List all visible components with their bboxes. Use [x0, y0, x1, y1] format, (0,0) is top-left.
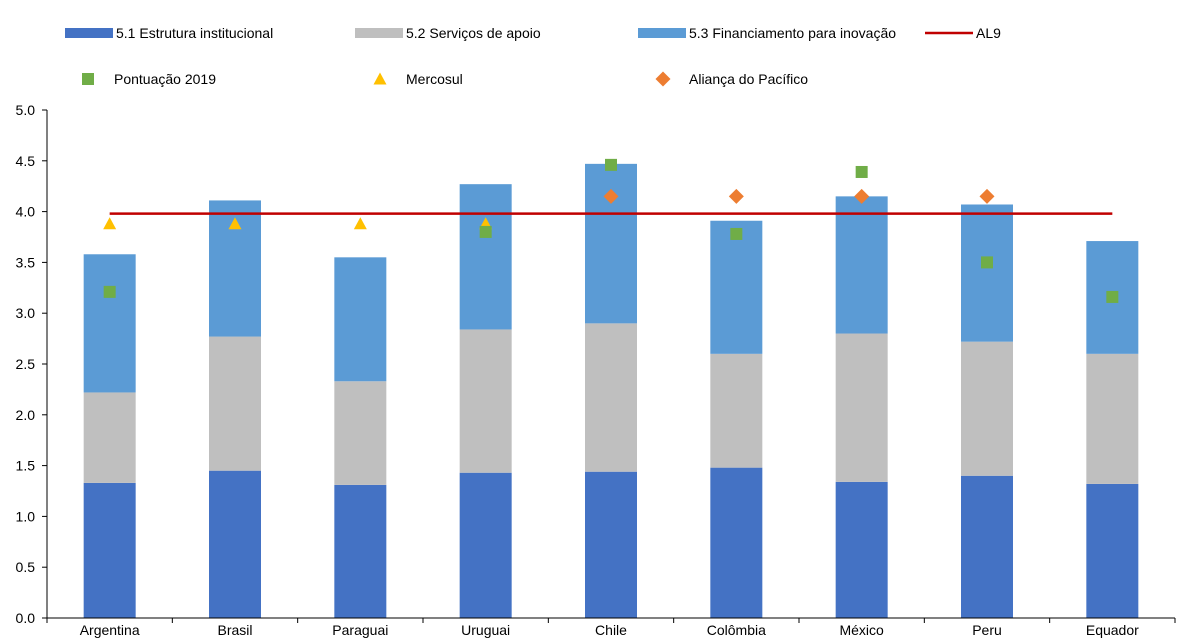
bar-segment-2-3	[459, 329, 512, 473]
diamond-marker-7	[979, 188, 995, 204]
y-tick-label: 4.0	[16, 204, 36, 220]
square-marker-7	[981, 256, 993, 269]
bar-segment-3-0	[83, 254, 136, 393]
square-marker-5	[730, 227, 743, 240]
bar-segment-1-1	[209, 470, 261, 618]
bar-segment-3-2	[334, 257, 387, 382]
bar-segment-1-6	[835, 481, 888, 618]
bar-segment-2-7	[961, 341, 1013, 476]
bar-segment-2-1	[209, 336, 261, 471]
plot-area: 0.0 0.5 1.0 1.5 2.0 2.5 3.0 3.5 4.0 4.5 5.0 Argenti…	[16, 102, 1176, 638]
triangle-marker-0	[103, 217, 117, 230]
diamond-marker-4	[603, 188, 619, 204]
x-tick-label: Brasil	[217, 622, 252, 638]
y-tick-label: 2.0	[16, 407, 36, 423]
y-tick-label: 0.5	[16, 559, 36, 575]
bar-segment-3-5	[710, 220, 763, 354]
triangle-marker-2	[353, 217, 367, 230]
legend-swatch-2	[638, 28, 686, 38]
legend-swatch-0	[65, 28, 113, 38]
diamond-marker-6	[854, 188, 870, 204]
legend-marker-6	[655, 71, 671, 87]
x-tick-label: México	[839, 622, 884, 638]
square-marker-8	[1106, 290, 1119, 303]
legend-marker-5	[373, 72, 387, 85]
y-tick-label: 0.0	[16, 610, 36, 626]
bar-segment-2-2	[334, 381, 387, 485]
bar-segment-2-6	[835, 333, 888, 482]
bar-segment-2-5	[710, 353, 763, 468]
legend: 5.1 Estrutura institucional 5.2 Serviços …	[65, 25, 1001, 87]
y-tick-label: 3.5	[16, 254, 36, 270]
legend-label: 5.3 Financiamento para inovação	[689, 25, 896, 41]
bar-segment-2-0	[83, 392, 136, 483]
diamond-marker-5	[728, 188, 744, 204]
legend-label: Mercosul	[406, 71, 463, 87]
y-tick-label: 5.0	[16, 102, 36, 118]
y-tick-label: 1.0	[16, 508, 36, 524]
y-tick-label: 2.5	[16, 356, 36, 372]
x-tick-label: Paraguai	[332, 622, 388, 638]
bar-segment-1-3	[459, 472, 512, 618]
y-tick-label: 1.5	[16, 458, 36, 474]
legend-label: 5.2 Serviços de apoio	[406, 25, 541, 41]
bar-segment-2-8	[1086, 353, 1139, 484]
legend-swatch-1	[355, 28, 403, 38]
x-tick-label: Colômbia	[707, 622, 766, 638]
triangle-marker-1	[228, 217, 242, 230]
x-tick-label: Equador	[1086, 622, 1139, 638]
bar-segment-1-4	[585, 471, 637, 618]
legend-label: Aliança do Pacífico	[689, 71, 808, 87]
bar-segment-1-7	[961, 475, 1013, 618]
bar-segment-2-4	[585, 323, 637, 472]
bar-segment-3-7	[961, 204, 1013, 342]
legend-label: Pontuação 2019	[114, 71, 216, 87]
bar-segment-3-4	[585, 163, 637, 324]
y-tick-label: 4.5	[16, 153, 36, 169]
bar-segment-3-6	[835, 196, 888, 334]
legend-marker-4	[82, 73, 94, 85]
bar-segment-1-5	[710, 467, 763, 618]
square-marker-0	[103, 285, 116, 298]
x-tick-label: Peru	[972, 622, 1002, 638]
y-tick-label: 3.0	[16, 305, 36, 321]
legend-label: 5.1 Estrutura institucional	[116, 25, 273, 41]
bar-segment-3-3	[459, 184, 512, 330]
bar-segment-1-8	[1086, 483, 1139, 618]
x-tick-label: Argentina	[80, 622, 140, 638]
x-tick-label: Chile	[595, 622, 627, 638]
bar-segment-1-0	[83, 482, 136, 618]
x-tick-label: Uruguai	[461, 622, 510, 638]
square-marker-6	[855, 165, 868, 178]
legend-label: AL9	[976, 25, 1001, 41]
square-marker-3	[479, 225, 492, 238]
bar-segment-1-2	[334, 484, 387, 618]
square-marker-4	[605, 158, 617, 171]
